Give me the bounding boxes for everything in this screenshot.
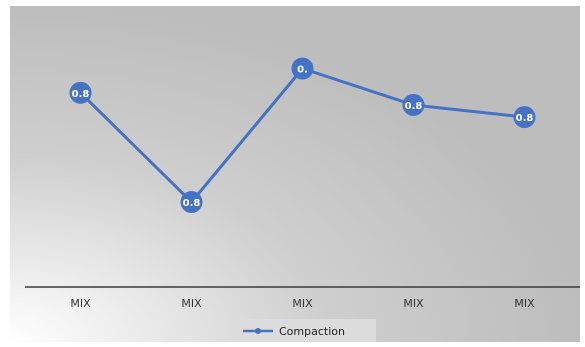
data-point: 0. xyxy=(291,57,314,80)
data-point: 0.8 xyxy=(513,106,536,129)
legend-background xyxy=(228,319,376,342)
data-point: 0.8 xyxy=(180,191,203,214)
legend-label-compaction: Compaction xyxy=(279,325,345,338)
x-tick-label: MIX xyxy=(292,297,313,310)
x-tick-label: MIX xyxy=(514,297,535,310)
data-point-label: 0.8 xyxy=(405,101,423,112)
data-point-marker xyxy=(402,93,425,116)
x-axis-tick-labels: MIX MIX MIX MIX MIX xyxy=(70,297,535,310)
data-point-marker xyxy=(69,81,92,104)
data-point-label: 0. xyxy=(297,65,308,76)
x-tick-label: MIX xyxy=(181,297,202,310)
legend-marker-swatch xyxy=(255,328,261,334)
data-point-label: 0.8 xyxy=(183,198,201,209)
legend: Compaction xyxy=(228,319,376,342)
data-point-marker xyxy=(291,57,314,80)
plot-background xyxy=(10,6,580,342)
data-point: 0.8 xyxy=(402,93,425,116)
data-point-label: 0.8 xyxy=(72,89,90,100)
data-point-marker xyxy=(180,191,203,214)
x-tick-label: MIX xyxy=(403,297,424,310)
series-markers: 0.8 0.8 0. 0.8 0.8 xyxy=(69,57,536,214)
data-point: 0.8 xyxy=(69,81,92,104)
data-point-label: 0.8 xyxy=(516,113,534,124)
x-tick-label: MIX xyxy=(70,297,91,310)
data-point-marker xyxy=(513,106,536,129)
